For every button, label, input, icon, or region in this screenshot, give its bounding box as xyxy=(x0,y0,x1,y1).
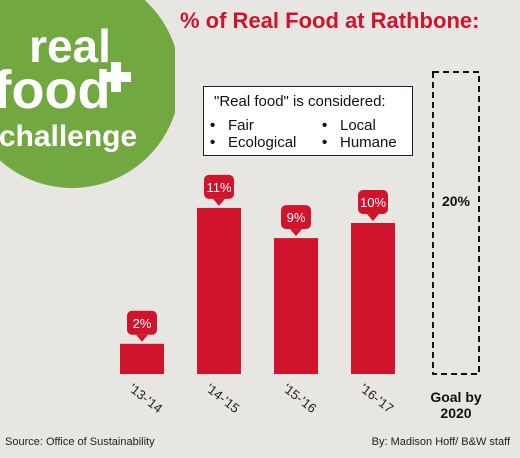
chart-title: % of Real Food at Rathbone: xyxy=(180,8,480,33)
bar-label-pointer-2 xyxy=(290,229,302,237)
criteria-item-local: Local xyxy=(322,117,376,134)
plus-icon xyxy=(101,62,131,92)
bar-value-label-0: 2% xyxy=(133,316,152,331)
bar-value-label-3: 10% xyxy=(360,195,386,210)
criteria-item-ecological: Ecological xyxy=(210,134,296,151)
real-food-challenge-logo: real food challenge xyxy=(0,0,175,188)
bar-label-bubble-3 xyxy=(358,190,388,214)
goal-bar xyxy=(432,71,480,375)
logo-text-food: food xyxy=(0,60,110,120)
bar-1 xyxy=(197,207,241,374)
bar-value-label-2: 9% xyxy=(287,210,306,225)
category-label-1: '14-'15 xyxy=(203,381,242,416)
bar-label-pointer-0 xyxy=(136,334,148,342)
bar-label-pointer-1 xyxy=(213,198,225,206)
goal-category-label-line1: Goal by xyxy=(430,389,482,405)
bar-0 xyxy=(120,343,164,374)
bar-3 xyxy=(351,223,395,374)
goal-value-label: 20% xyxy=(442,193,471,209)
bar-label-bubble-1 xyxy=(204,174,234,199)
source-note: Source: Office of Sustainability xyxy=(5,436,155,448)
goal-category-label-line2: 2020 xyxy=(440,405,471,421)
bar-label-bubble-0 xyxy=(127,310,157,335)
real-food-criteria-box: "Real food" is considered: Fair Local Ec… xyxy=(203,86,413,156)
credit-note: By: Madison Hoff/ B&W staff xyxy=(371,436,510,448)
bar-2 xyxy=(274,238,318,374)
criteria-item-humane: Humane xyxy=(322,134,397,151)
criteria-item-fair: Fair xyxy=(210,117,254,134)
bar-value-label-1: 11% xyxy=(206,180,231,195)
bar-label-pointer-3 xyxy=(367,214,379,221)
category-label-3: '16-'17 xyxy=(357,381,396,416)
logo-text-real: real xyxy=(29,20,111,72)
criteria-heading: "Real food" is considered: xyxy=(214,93,386,110)
logo-text-challenge: challenge xyxy=(0,120,137,153)
category-label-2: '15-'16 xyxy=(280,381,319,416)
bar-label-bubble-2 xyxy=(281,205,311,230)
logo-circle xyxy=(0,0,175,188)
category-label-0: '13-'14 xyxy=(126,381,165,416)
